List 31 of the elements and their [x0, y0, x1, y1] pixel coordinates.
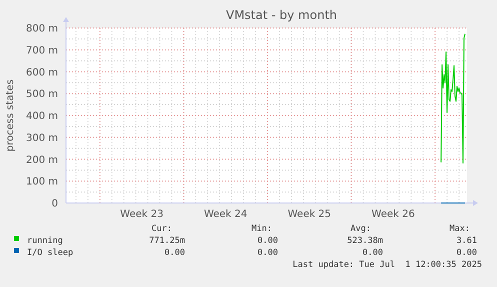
- y-tick-label: 300 m: [26, 132, 58, 144]
- y-tick-label: 100 m: [26, 176, 58, 188]
- x-tick-label: Week 26: [372, 209, 415, 220]
- text: 0.00: [362, 248, 383, 258]
- x-tick-label: Week 25: [288, 209, 332, 220]
- text: Cur:: [152, 224, 172, 234]
- x-tick-label: Week 24: [204, 209, 248, 220]
- chart-title: VMstat - by month: [226, 8, 338, 22]
- text: Min:: [252, 224, 272, 234]
- legend-label: running: [27, 236, 63, 246]
- text: Avg:: [350, 224, 371, 234]
- y-tick-label: 700 m: [26, 45, 58, 56]
- y-tick-label: 500 m: [26, 89, 58, 100]
- text: 771.25m: [149, 236, 185, 246]
- x-tick-label: Week 23: [120, 209, 164, 220]
- y-axis-title: process states: [5, 79, 16, 152]
- line-series: [440, 33, 466, 164]
- y-tick-label: 800 m: [26, 24, 58, 34]
- text: Last update: Tue Jul 1 12:00:35 2025: [292, 260, 482, 270]
- text: 0.00: [258, 236, 278, 246]
- text: 0.00: [164, 248, 185, 258]
- text: 0.00: [258, 248, 278, 258]
- text: 0.00: [456, 248, 477, 258]
- y-tick-label: 600 m: [26, 67, 58, 78]
- y-tick-label: 0: [52, 198, 58, 210]
- text: 523.38m: [347, 236, 383, 246]
- y-tick-label: 200 m: [26, 154, 58, 166]
- text: Max:: [450, 224, 470, 234]
- legend-label: I/O sleep: [27, 248, 74, 258]
- y-tick-label: 400 m: [26, 111, 58, 122]
- text: 3.61: [456, 236, 477, 246]
